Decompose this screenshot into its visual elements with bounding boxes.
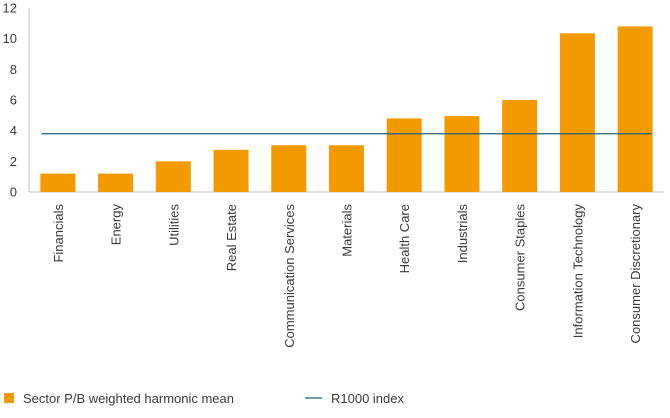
- y-tick-label: 12: [3, 1, 17, 16]
- bar: [40, 173, 76, 192]
- bar-series: [40, 26, 653, 193]
- x-category-label: Financials: [51, 204, 66, 263]
- legend: Sector P/B weighted harmonic mean R1000 i…: [4, 391, 404, 406]
- x-category-label: Real Estate: [224, 204, 239, 271]
- bar: [271, 145, 307, 192]
- y-tick-label: 10: [3, 31, 17, 46]
- x-category-label: Materials: [340, 204, 355, 257]
- bar: [502, 100, 538, 192]
- x-axis-labels: Financials Energy Utilities Real Estate Comm…: [51, 204, 643, 348]
- bar: [386, 118, 422, 192]
- y-tick-label: 8: [10, 62, 17, 77]
- x-category-label: Information Technology: [570, 204, 585, 339]
- bar: [98, 173, 134, 192]
- y-axis-ticks: 0 2 4 6 8 10 12: [3, 1, 17, 200]
- x-category-label: Communication Services: [282, 204, 297, 348]
- y-tick-label: 0: [10, 185, 17, 200]
- x-category-label: Consumer Discretionary: [628, 204, 643, 344]
- bar: [559, 33, 595, 192]
- bar: [444, 116, 480, 192]
- x-category-label: Utilities: [166, 204, 181, 246]
- legend-swatch-bar: [4, 393, 14, 403]
- x-category-label: Industrials: [455, 204, 470, 264]
- bar: [213, 149, 249, 192]
- bar: [617, 26, 653, 193]
- y-tick-label: 6: [10, 93, 17, 108]
- y-tick-label: 2: [10, 154, 17, 169]
- x-category-label: Health Care: [397, 204, 412, 273]
- legend-label-line: R1000 index: [331, 391, 404, 406]
- x-category-label: Consumer Staples: [513, 204, 528, 311]
- y-tick-label: 4: [10, 123, 17, 138]
- bar: [329, 145, 364, 192]
- legend-label-bar: Sector P/B weighted harmonic mean: [23, 391, 234, 406]
- bar: [155, 161, 191, 192]
- x-category-label: Energy: [109, 204, 124, 246]
